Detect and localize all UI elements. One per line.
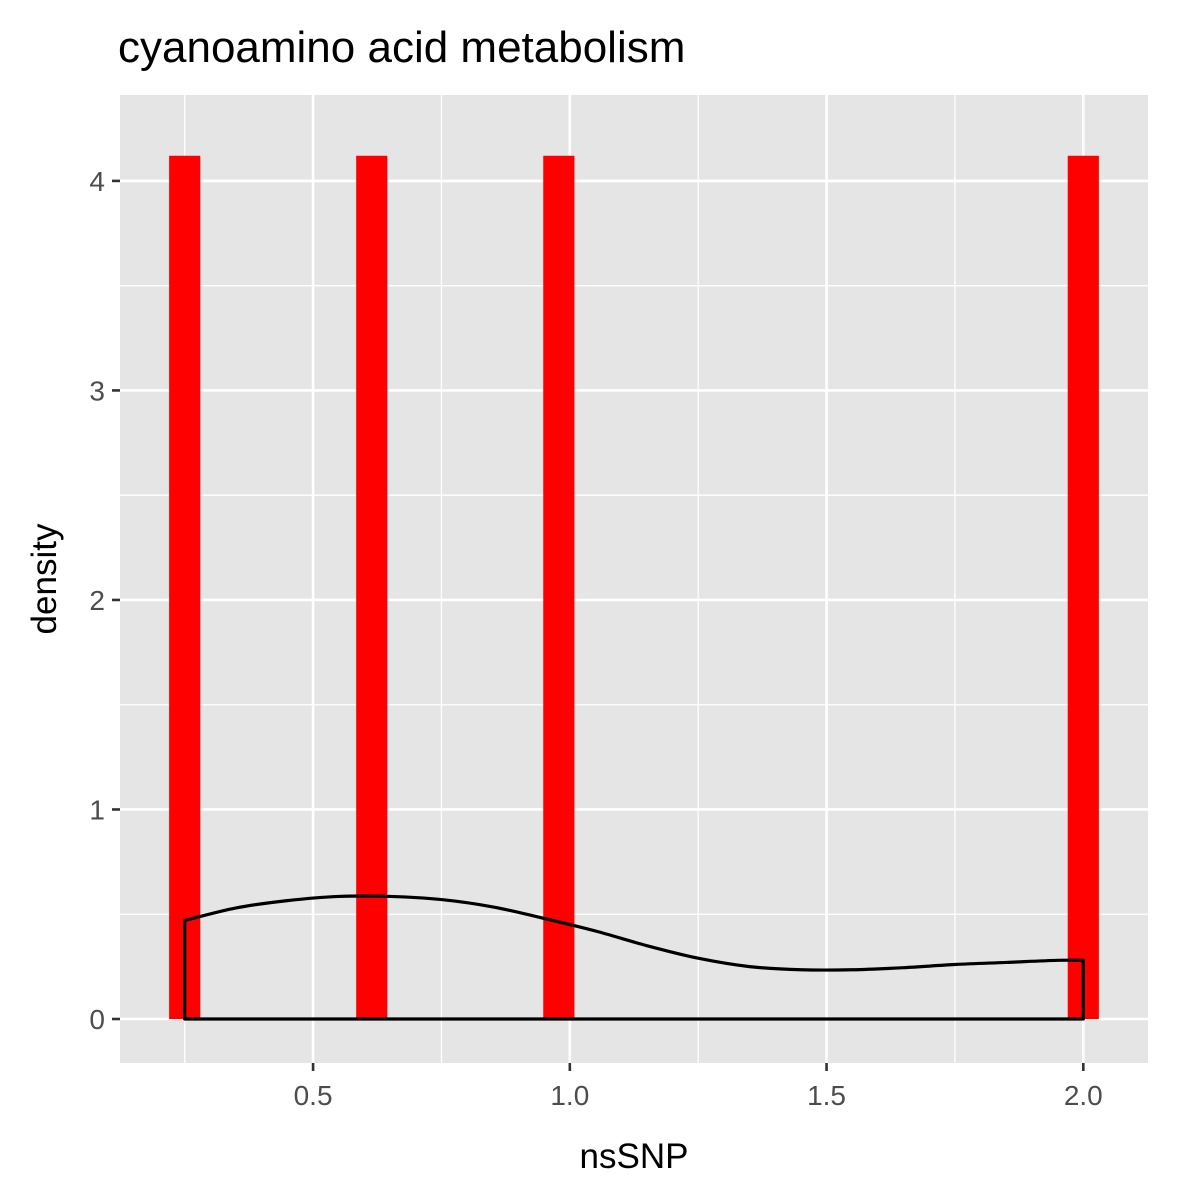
histogram-bar [543,155,575,1019]
x-tick-label: 1.0 [550,1080,589,1111]
y-tick-label: 4 [89,166,105,197]
histogram-bar [1067,155,1099,1019]
histogram-bars [169,155,1099,1019]
plot-panel [120,95,1148,1063]
histogram-bar [169,155,201,1019]
x-axis-title: nsSNP [580,1137,689,1176]
y-axis: 0 1 2 3 4 [89,166,120,1035]
y-axis-title: density [25,523,64,634]
minor-gridlines [120,95,1148,1063]
x-tick-label: 1.5 [807,1080,846,1111]
chart-title: cyanoamino acid metabolism [118,23,685,72]
histogram-bar [356,155,388,1019]
y-tick-label: 3 [89,375,105,406]
y-tick-label: 1 [89,794,105,825]
y-tick-label: 0 [89,1004,105,1035]
x-tick-label: 0.5 [294,1080,333,1111]
y-tick-label: 2 [89,585,105,616]
x-axis: 0.5 1.0 1.5 2.0 [294,1063,1103,1111]
density-curve [183,894,1085,1021]
x-tick-label: 2.0 [1064,1080,1103,1111]
